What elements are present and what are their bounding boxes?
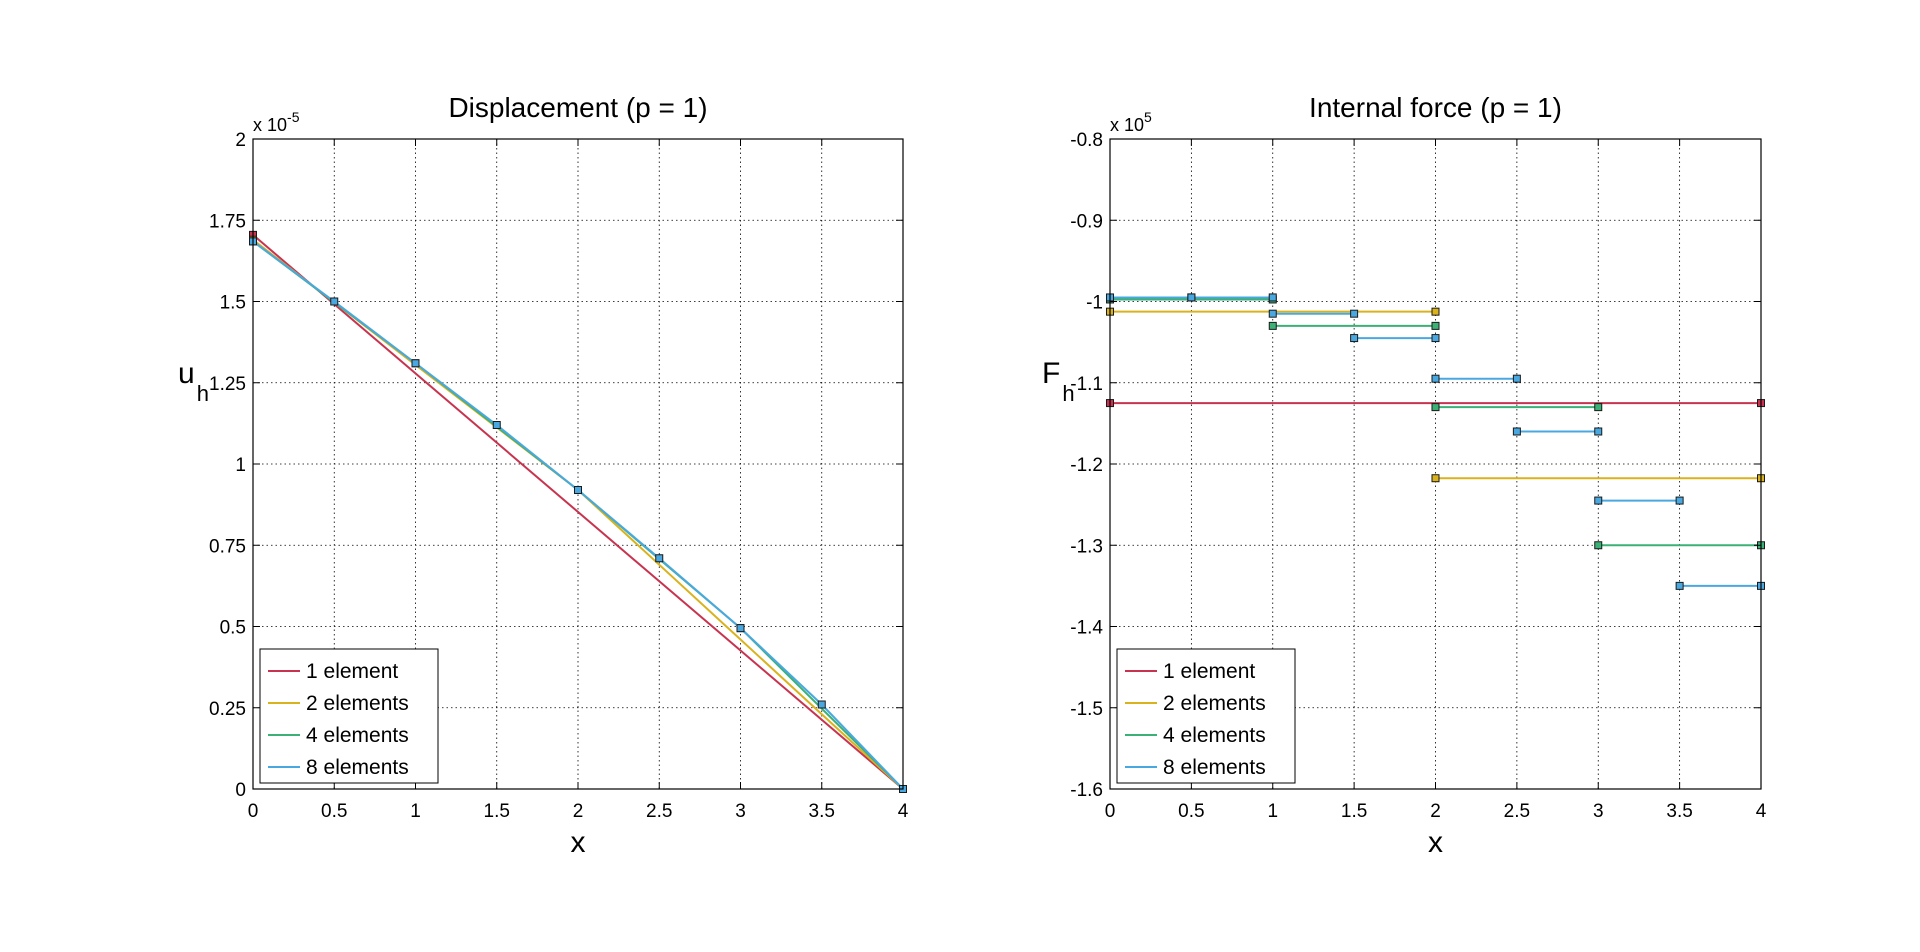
data-point (1594, 403, 1603, 412)
data-point (1187, 293, 1196, 302)
x-tick-label: 0 (1105, 801, 1116, 822)
data-point (1512, 427, 1521, 436)
x-tick-label: 2 (1430, 801, 1441, 822)
legend-entry: 4 elements (306, 724, 409, 747)
data-point (1431, 334, 1440, 343)
y-tick-label: 2 (235, 130, 246, 151)
data-point (411, 359, 420, 368)
legend-entry: 1 element (1163, 660, 1255, 683)
y-tick-label: 0.75 (209, 536, 246, 557)
legend: 1 element 2 elements 4 elements 8 elements (1116, 648, 1296, 784)
y-tick-label: 1.25 (209, 374, 246, 395)
y-tick-label: -1.3 (1070, 536, 1103, 557)
y-tick-label: -1.1 (1070, 374, 1103, 395)
y-tick-label: -0.9 (1070, 211, 1103, 232)
data-point (817, 700, 826, 709)
legend-entry: 1 element (306, 660, 398, 683)
x-axis-label: x (571, 826, 586, 859)
data-point (1268, 293, 1277, 302)
x-tick-label: 0.5 (321, 801, 347, 822)
x-tick-label: 3.5 (1666, 801, 1692, 822)
y-tick-label: 0.5 (220, 618, 246, 639)
y-axis-label: Fh (1042, 357, 1075, 406)
y-tick-label: 1.75 (209, 211, 246, 232)
x-tick-label: 1 (410, 801, 421, 822)
x-tick-label: 3.5 (809, 801, 835, 822)
data-point (1350, 309, 1359, 318)
data-point (1431, 474, 1440, 483)
y-tick-label: -1 (1086, 293, 1103, 314)
legend: 1 element 2 elements 4 elements 8 elements (259, 648, 439, 784)
data-point (1350, 334, 1359, 343)
y-multiplier: x 105 (1110, 109, 1152, 135)
x-tick-label: 2.5 (1504, 801, 1530, 822)
data-point (1268, 309, 1277, 318)
x-tick-label: 3 (1593, 801, 1604, 822)
data-point (1431, 307, 1440, 316)
chart-1: 0 0.5 1 1.5 2 2.5 3 3.5 4 0 0.25 0.5 0.75 1 1.25 1.5 1.7… (178, 92, 909, 859)
x-tick-label: 1.5 (1341, 801, 1367, 822)
x-tick-label: 4 (1756, 801, 1767, 822)
y-tick-label: -1.4 (1070, 618, 1103, 639)
x-tick-label: 1.5 (484, 801, 510, 822)
chart-title: Displacement (p = 1) (448, 92, 707, 123)
x-tick-label: 2.5 (646, 801, 672, 822)
chart-2: 0 0.5 1 1.5 2 2.5 3 3.5 4 -1.6 -1.5 -1.4 -1.3 -1.2 -1.… (1042, 92, 1767, 859)
data-point (1594, 496, 1603, 505)
data-point (1675, 496, 1684, 505)
y-tick-label: -1.2 (1070, 455, 1103, 476)
y-tick-label: 1 (235, 455, 246, 476)
legend-entry: 8 elements (306, 756, 409, 779)
legend-entry: 2 elements (306, 692, 409, 715)
data-point (574, 486, 582, 494)
x-tick-label: 0 (248, 801, 259, 822)
data-point (330, 297, 339, 306)
x-tick-label: 0.5 (1178, 801, 1204, 822)
data-point (1594, 541, 1603, 550)
x-tick-label: 4 (898, 801, 909, 822)
x-tick-label: 3 (735, 801, 746, 822)
y-multiplier: x 10-5 (253, 109, 300, 135)
y-tick-label: 1.5 (220, 293, 246, 314)
data-point (1512, 374, 1521, 383)
y-tick-label: -1.6 (1070, 780, 1103, 801)
data-point (1594, 427, 1603, 436)
data-point (736, 624, 745, 633)
x-tick-label: 2 (573, 801, 584, 822)
x-axis-label: x (1428, 826, 1443, 859)
y-tick-label: 0.25 (209, 699, 246, 720)
y-axis-label: uh (178, 357, 209, 406)
data-point (1268, 321, 1277, 330)
legend-entry: 4 elements (1163, 724, 1266, 747)
y-tick-label: 0 (235, 780, 246, 801)
data-point (1431, 403, 1440, 412)
x-tick-label: 1 (1267, 801, 1278, 822)
legend-entry: 2 elements (1163, 692, 1266, 715)
chart-title: Internal force (p = 1) (1309, 92, 1562, 123)
data-point (1431, 374, 1440, 383)
data-point (1431, 321, 1440, 330)
series-8-elements (1106, 293, 1765, 590)
series-line (252, 234, 904, 790)
y-tick-label: -1.5 (1070, 699, 1103, 720)
data-point (1675, 581, 1684, 590)
y-tick-label: -0.8 (1070, 130, 1103, 151)
legend-entry: 8 elements (1163, 756, 1266, 779)
data-point (492, 421, 501, 429)
data-point (655, 554, 664, 563)
